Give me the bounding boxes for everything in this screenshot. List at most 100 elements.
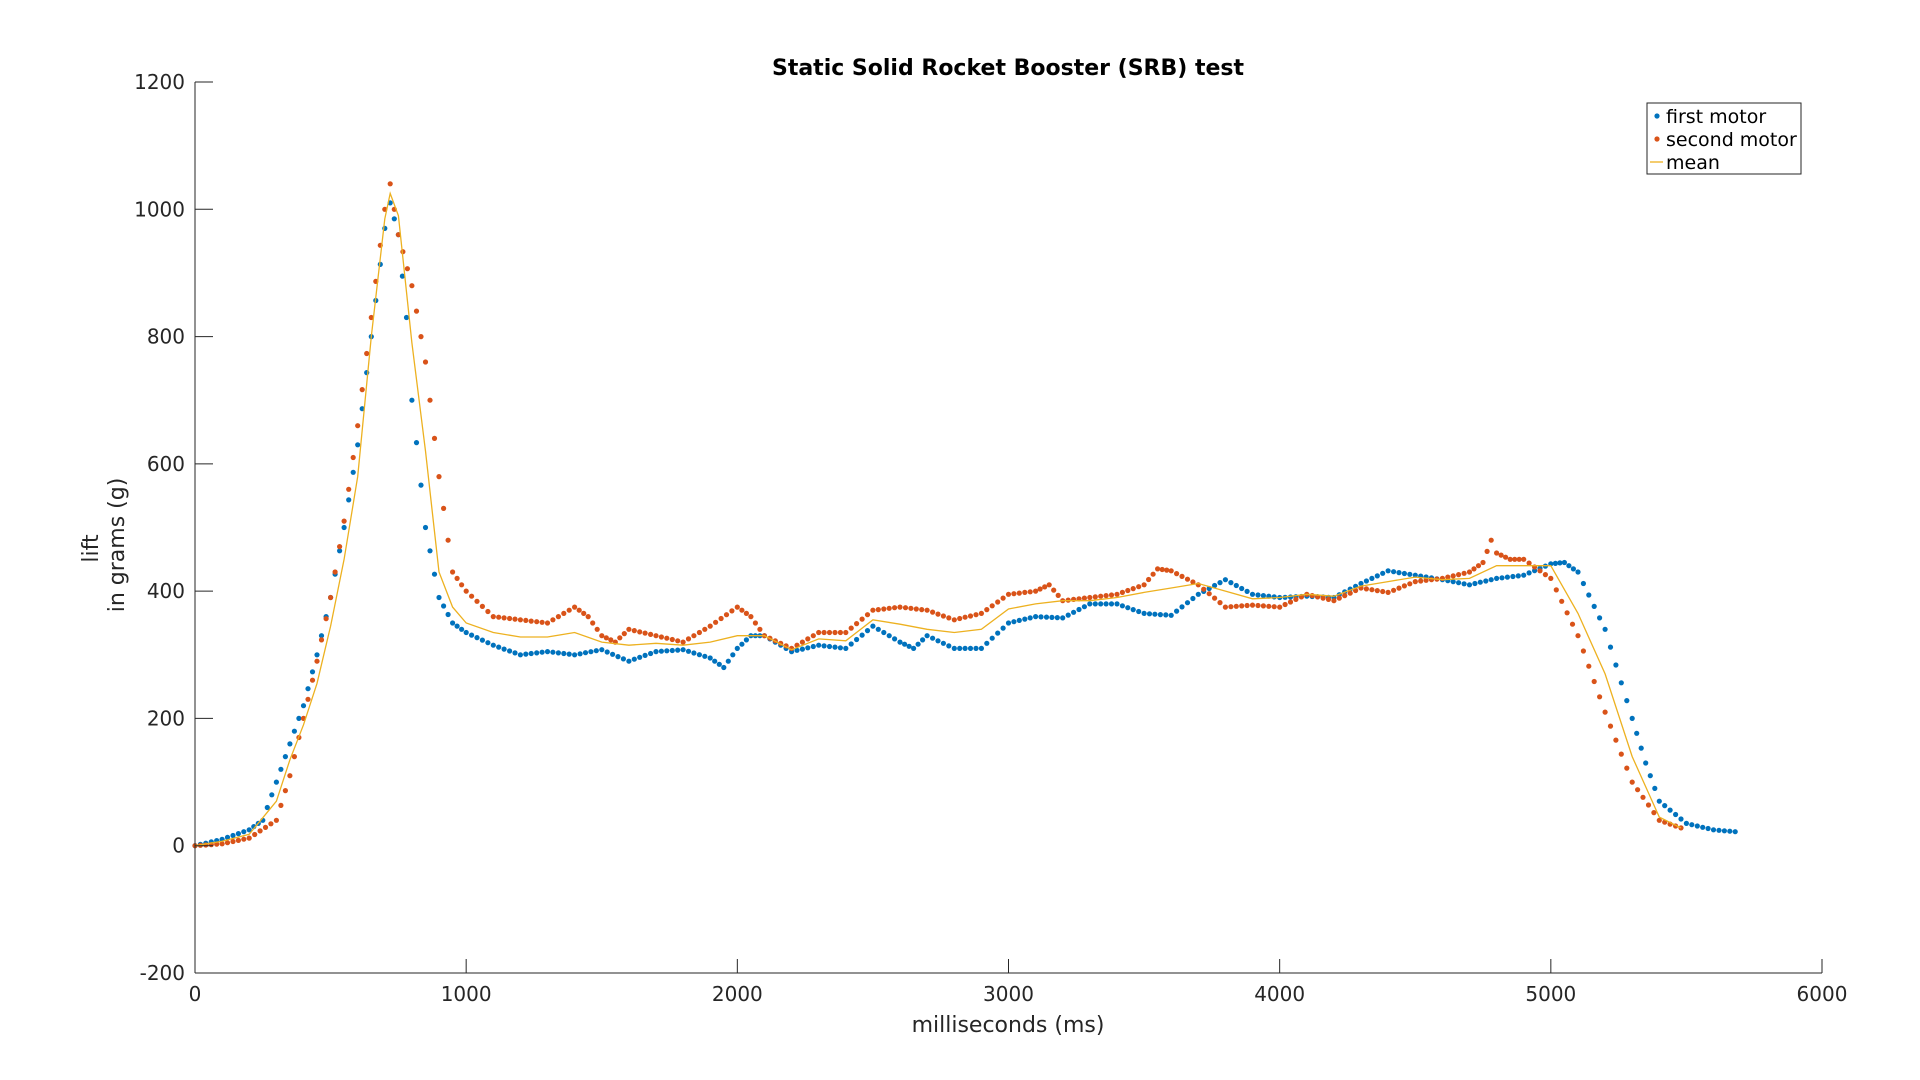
data-point-first-motor	[626, 658, 632, 664]
data-point-first-motor	[454, 623, 460, 629]
data-point-second-motor	[1516, 556, 1522, 562]
data-point-second-motor	[431, 435, 438, 441]
data-point-second-motor	[594, 626, 600, 632]
data-point-second-motor	[1380, 588, 1386, 595]
data-point-first-motor	[418, 482, 424, 488]
data-point-second-motor	[1136, 584, 1142, 590]
data-point-first-motor	[897, 639, 903, 645]
data-point-second-motor	[566, 607, 572, 613]
data-point-first-motor	[995, 630, 1001, 636]
data-point-second-motor	[1553, 587, 1559, 593]
data-point-second-motor	[1597, 694, 1603, 700]
data-point-first-motor	[282, 754, 288, 760]
data-point-second-motor	[1374, 588, 1380, 594]
data-point-first-motor	[1401, 570, 1407, 577]
legend-label: first motor	[1666, 106, 1766, 128]
data-point-second-motor	[696, 629, 703, 636]
data-point-first-motor	[496, 644, 502, 650]
data-point-second-motor	[1114, 591, 1120, 597]
data-point-second-motor	[314, 658, 320, 664]
data-point-first-motor	[1456, 580, 1462, 586]
data-point-second-motor	[826, 629, 833, 636]
data-point-first-motor	[1190, 595, 1196, 602]
data-point-second-motor	[1206, 591, 1212, 597]
data-point-first-motor	[848, 641, 854, 647]
data-point-first-motor	[599, 647, 605, 653]
data-point-first-motor	[685, 648, 692, 654]
data-point-first-motor	[517, 652, 524, 658]
data-point-second-motor	[512, 616, 518, 622]
data-point-first-motor	[1450, 579, 1456, 585]
data-point-second-motor	[984, 607, 990, 613]
data-point-first-motor	[241, 829, 247, 835]
data-point-second-motor	[1542, 572, 1548, 578]
data-point-first-motor	[1557, 560, 1563, 566]
data-point-first-motor	[1244, 588, 1250, 595]
data-point-second-motor	[262, 824, 269, 831]
legend-label: second motor	[1666, 129, 1797, 151]
data-point-first-motor	[291, 728, 297, 734]
data-point-second-motor	[989, 603, 995, 609]
data-point-first-motor	[1369, 575, 1375, 582]
data-point-second-motor	[1569, 621, 1576, 627]
data-point-first-motor	[915, 641, 921, 647]
data-point-second-motor	[1656, 817, 1662, 823]
data-point-second-motor	[743, 610, 750, 617]
data-point-second-motor	[1155, 566, 1161, 572]
data-point-first-motor	[1483, 578, 1489, 584]
data-point-first-motor	[946, 643, 952, 649]
data-point-first-motor	[1652, 785, 1658, 792]
data-point-second-motor	[658, 634, 665, 640]
data-point-first-motor	[816, 642, 822, 648]
data-point-first-motor	[490, 642, 496, 648]
data-point-second-motor	[707, 623, 713, 629]
data-point-first-motor	[675, 647, 681, 653]
data-point-second-motor	[713, 619, 719, 625]
data-point-second-motor	[881, 606, 887, 612]
data-point-second-motor	[973, 612, 979, 618]
data-point-first-motor	[1716, 827, 1722, 833]
data-point-second-motor	[748, 614, 754, 620]
data-point-first-motor	[920, 637, 926, 643]
data-point-first-motor	[246, 827, 252, 833]
data-point-second-motor	[675, 638, 681, 644]
data-point-second-motor	[252, 831, 258, 838]
data-point-second-motor	[1184, 576, 1191, 582]
data-point-first-motor	[653, 649, 659, 655]
data-point-second-motor	[1480, 559, 1486, 566]
data-point-second-motor	[355, 423, 361, 429]
data-point-first-motor	[1705, 825, 1711, 832]
data-point-second-motor	[718, 615, 724, 622]
data-point-first-motor	[572, 652, 578, 658]
y-axis-label-line-1: lift	[79, 534, 104, 563]
data-point-first-motor	[582, 650, 589, 656]
data-point-second-motor	[346, 486, 352, 492]
data-point-second-motor	[459, 582, 465, 588]
chart-title: Static Solid Rocket Booster (SRB) test	[772, 56, 1245, 81]
data-point-first-motor	[1586, 592, 1592, 598]
data-point-second-motor	[1119, 589, 1125, 596]
data-point-first-motor	[224, 834, 231, 841]
data-point-first-motor	[805, 645, 811, 651]
data-point-first-motor	[1163, 612, 1169, 618]
data-point-first-motor	[337, 548, 343, 554]
data-point-first-motor	[696, 652, 703, 658]
data-point-first-motor	[1618, 680, 1624, 686]
data-point-second-motor	[1016, 590, 1022, 596]
data-point-first-motor	[620, 656, 627, 662]
data-point-second-motor	[1228, 604, 1234, 610]
data-point-first-motor	[837, 645, 844, 651]
data-point-first-motor	[403, 314, 410, 321]
data-point-first-motor	[1694, 823, 1700, 829]
data-point-second-motor	[930, 609, 936, 615]
data-point-first-motor	[1228, 580, 1234, 586]
data-point-second-motor	[1190, 579, 1196, 585]
data-point-second-motor	[1602, 709, 1608, 715]
data-point-first-motor	[886, 633, 892, 639]
legend-swatch	[1654, 136, 1660, 142]
data-point-second-motor	[603, 635, 609, 641]
data-point-first-motor	[734, 645, 740, 652]
data-point-second-motor	[1466, 569, 1473, 575]
